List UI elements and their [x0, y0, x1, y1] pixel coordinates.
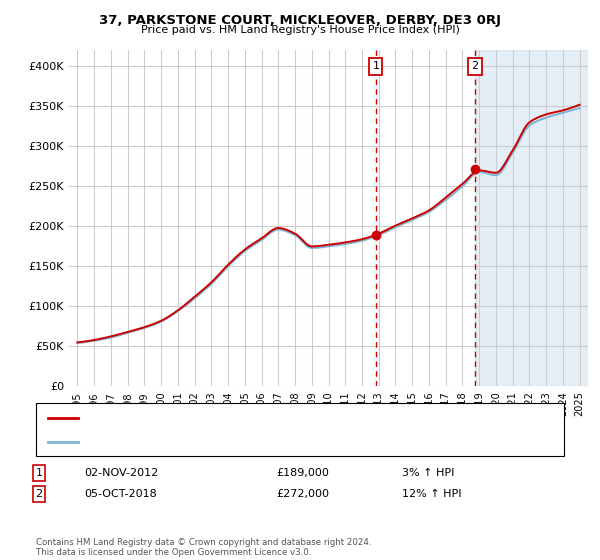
Text: 02-NOV-2012: 02-NOV-2012 — [84, 468, 158, 478]
Text: Contains HM Land Registry data © Crown copyright and database right 2024.
This d: Contains HM Land Registry data © Crown c… — [36, 538, 371, 557]
Text: £189,000: £189,000 — [276, 468, 329, 478]
Text: 2: 2 — [472, 62, 479, 71]
Text: 05-OCT-2018: 05-OCT-2018 — [84, 489, 157, 499]
Text: 1: 1 — [373, 62, 379, 71]
Text: Price paid vs. HM Land Registry's House Price Index (HPI): Price paid vs. HM Land Registry's House … — [140, 25, 460, 35]
Bar — [475, 50, 588, 386]
Text: 12% ↑ HPI: 12% ↑ HPI — [402, 489, 461, 499]
Text: 37, PARKSTONE COURT, MICKLEOVER, DERBY, DE3 0RJ: 37, PARKSTONE COURT, MICKLEOVER, DERBY, … — [99, 14, 501, 27]
Text: £272,000: £272,000 — [276, 489, 329, 499]
Text: HPI: Average price, detached house, City of Derby: HPI: Average price, detached house, City… — [84, 436, 329, 446]
Text: 37, PARKSTONE COURT, MICKLEOVER, DERBY, DE3 0RJ (detached house): 37, PARKSTONE COURT, MICKLEOVER, DERBY, … — [84, 413, 440, 423]
Text: 3% ↑ HPI: 3% ↑ HPI — [402, 468, 454, 478]
Text: 2: 2 — [35, 489, 43, 499]
Text: 1: 1 — [35, 468, 43, 478]
